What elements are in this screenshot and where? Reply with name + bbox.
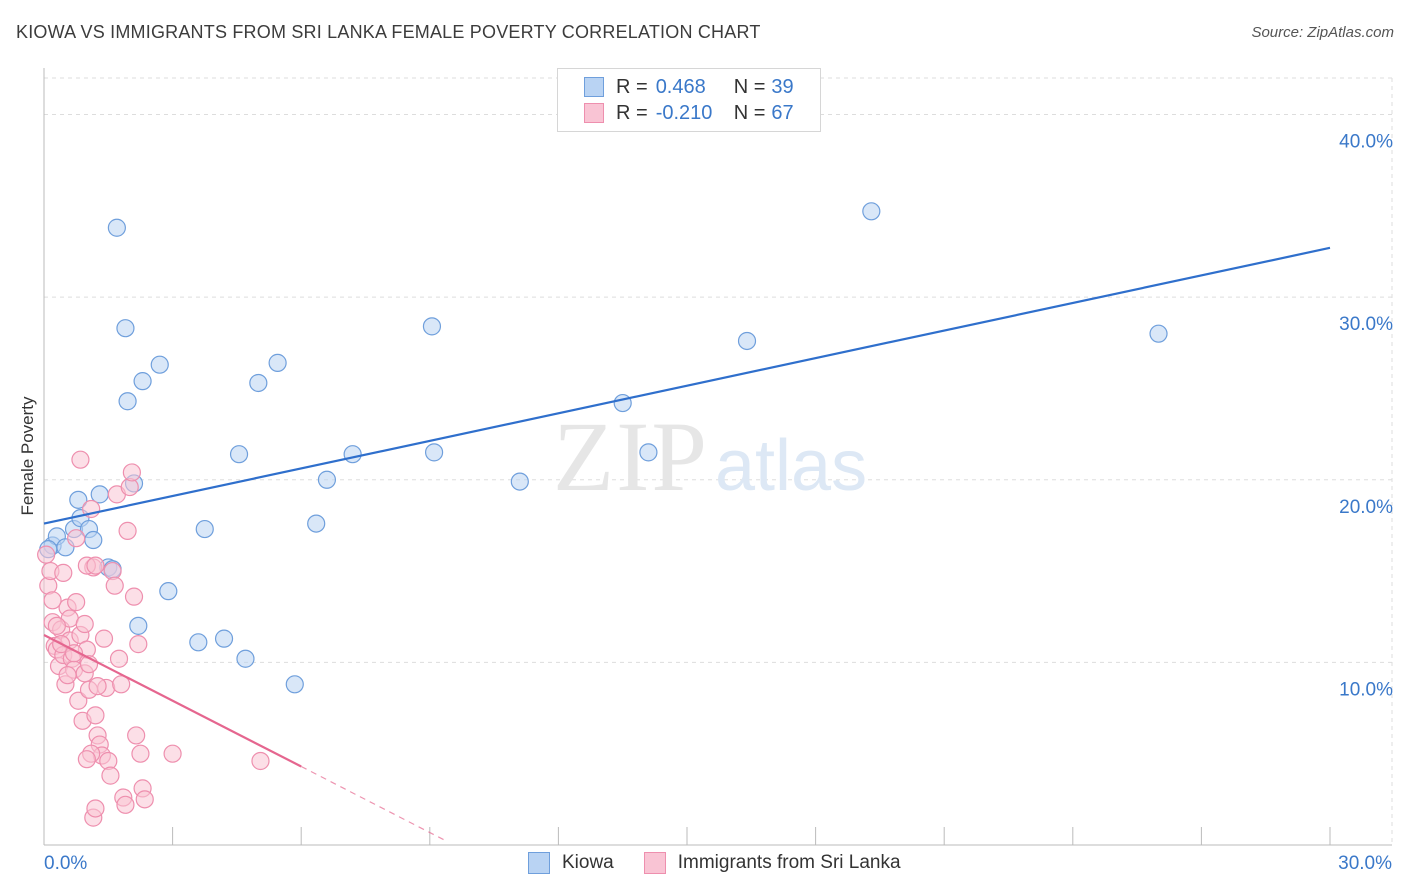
srilanka-point [94, 629, 114, 648]
kiowa-point [343, 445, 362, 464]
kiowa-legend-swatch [528, 852, 550, 874]
srilanka-point [71, 450, 90, 469]
kiowa-point [236, 649, 255, 668]
y-tick-label: 40.0% [1339, 132, 1393, 153]
srilanka-point [101, 766, 120, 785]
srilanka-point [86, 706, 105, 725]
srilanka-swatch [584, 103, 604, 123]
kiowa-point [107, 218, 126, 237]
kiowa-point [737, 331, 757, 351]
legend-r-value-srilanka: -0.210 [655, 101, 713, 124]
kiowa-point [116, 319, 135, 338]
axis-layer: 10.0% 20.0% 30.0% 40.0% 0.0% 30.0% [43, 68, 1393, 874]
srilanka-point [163, 744, 182, 763]
legend-n-label: N = [733, 75, 766, 98]
legend-row-srilanka: R = -0.210 N = 67 [584, 100, 794, 126]
kiowa-point [862, 202, 881, 221]
srilanka-point [58, 666, 77, 685]
srilanka-point [124, 587, 144, 606]
srilanka-point [67, 529, 86, 548]
kiowa-trendline [43, 246, 1331, 525]
kiowa-point [1149, 324, 1168, 343]
x-tick-label: 30.0% [1338, 853, 1392, 874]
srilanka-point [47, 616, 66, 635]
srilanka-trendline [43, 634, 302, 768]
srilanka-point [129, 635, 148, 654]
kiowa-swatch [584, 77, 604, 97]
srilanka-trendline-extension [300, 765, 448, 842]
kiowa-point [639, 443, 658, 462]
source-label: Source: ZipAtlas.com [1251, 24, 1394, 41]
legend-item-kiowa: Kiowa [528, 852, 614, 874]
srilanka-point [105, 576, 124, 595]
y-tick-label: 20.0% [1339, 497, 1393, 518]
y-tick-label: 10.0% [1339, 679, 1393, 700]
watermark-atlas: atlas [715, 426, 867, 506]
legend-item-srilanka: Immigrants from Sri Lanka [643, 852, 901, 874]
kiowa-point [317, 470, 337, 489]
srilanka-point [251, 751, 270, 771]
legend-label-srilanka: Immigrants from Sri Lanka [677, 852, 901, 873]
srilanka-point [135, 790, 154, 809]
kiowa-point [118, 392, 137, 411]
srilanka-point [122, 463, 141, 482]
series-legend: Kiowa Immigrants from Sri Lanka [528, 852, 931, 874]
legend-n-value-kiowa: 39 [771, 75, 794, 98]
srilanka-point [127, 726, 146, 745]
srilanka-legend-swatch [643, 852, 666, 874]
kiowa-point [195, 519, 214, 539]
srilanka-point [43, 591, 62, 610]
kiowa-point [249, 373, 268, 393]
kiowa-point [424, 443, 444, 462]
srilanka-point [75, 614, 94, 634]
legend-r-label: R = [616, 101, 648, 124]
srilanka-point [69, 691, 88, 710]
srilanka-point [37, 545, 56, 564]
srilanka-point [109, 649, 129, 668]
kiowa-point [268, 353, 287, 372]
srilanka-point [118, 521, 137, 540]
srilanka-point [88, 677, 107, 696]
srilanka-point [116, 795, 135, 814]
kiowa-point [159, 582, 178, 601]
legend-n-label: N = [733, 101, 766, 124]
kiowa-point [422, 317, 442, 336]
legend-n-value-srilanka: 67 [771, 101, 794, 124]
kiowa-point [129, 616, 148, 635]
kiowa-point [84, 530, 103, 550]
srilanka-point [77, 750, 96, 769]
legend-r-value-kiowa: 0.468 [655, 75, 706, 98]
kiowa-point [307, 514, 326, 533]
points-layer [37, 202, 1168, 827]
srilanka-point [112, 675, 131, 694]
kiowa-point [69, 490, 88, 509]
watermark: ZIP atlas [553, 401, 867, 512]
kiowa-point [285, 675, 304, 694]
srilanka-point [67, 593, 86, 612]
srilanka-point [131, 744, 150, 763]
watermark-zip: ZIP [553, 401, 709, 512]
correlation-legend: R = 0.468 N = 39 R = -0.210 N = 67 [557, 68, 821, 132]
y-axis-label: Female Poverty [18, 396, 37, 516]
srilanka-point [54, 563, 73, 582]
kiowa-point [229, 445, 249, 464]
chart-title: KIOWA VS IMMIGRANTS FROM SRI LANKA FEMAL… [16, 22, 761, 42]
srilanka-point [86, 556, 105, 575]
srilanka-point [86, 799, 105, 818]
kiowa-point [510, 472, 529, 491]
kiowa-point [133, 372, 152, 391]
kiowa-point [150, 355, 169, 374]
legend-label-kiowa: Kiowa [562, 852, 614, 873]
trend-layer [43, 246, 1331, 842]
kiowa-point [214, 629, 234, 648]
legend-r-label: R = [616, 75, 648, 98]
y-tick-label: 30.0% [1339, 314, 1393, 335]
kiowa-point [189, 633, 208, 652]
legend-row-kiowa: R = 0.468 N = 39 [584, 74, 794, 100]
x-tick-label: 0.0% [44, 853, 87, 874]
